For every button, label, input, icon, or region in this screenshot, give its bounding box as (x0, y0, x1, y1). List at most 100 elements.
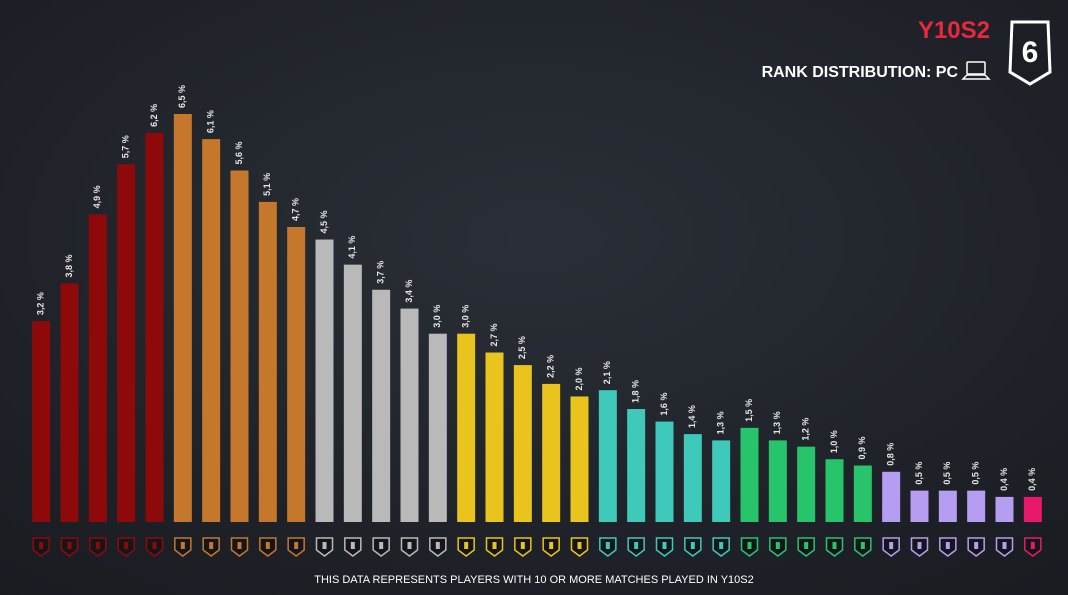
bar (627, 409, 646, 522)
rank-icon-mark (322, 542, 327, 549)
value-label: 2,2 % (546, 355, 556, 378)
bar (570, 396, 589, 522)
bar (230, 170, 249, 522)
rank-icon-mark (974, 542, 979, 549)
rank-icon-mark (435, 542, 440, 549)
bar (372, 289, 391, 522)
bar (712, 440, 731, 522)
value-label: 5,1 % (262, 173, 272, 196)
rank-icon-mark (492, 542, 497, 549)
value-label: 2,0 % (574, 367, 584, 390)
rank-icon-mark (747, 542, 752, 549)
rank-icon-mark (520, 542, 525, 549)
bar (967, 490, 986, 522)
value-label: 2,7 % (489, 324, 499, 347)
value-label: 1,5 % (744, 399, 754, 422)
value-label: 0,8 % (886, 443, 896, 466)
chart-subtitle: RANK DISTRIBUTION: PC (762, 64, 959, 81)
value-label: 3,8 % (64, 254, 74, 277)
bar (853, 465, 872, 522)
bar (173, 114, 192, 522)
value-label: 0,5 % (971, 462, 981, 485)
value-label: 6,5 % (177, 85, 187, 108)
value-label: 0,5 % (914, 462, 924, 485)
rank-icon-mark (294, 542, 299, 549)
rank-icon-mark (775, 542, 780, 549)
bar (32, 321, 51, 522)
bar (202, 139, 221, 522)
bar (60, 283, 79, 522)
bar (343, 264, 362, 522)
bar (598, 390, 617, 522)
bar (768, 440, 787, 522)
rank-icon-mark (634, 542, 639, 549)
bar (117, 164, 136, 522)
value-label: 1,3 % (772, 411, 782, 434)
value-label: 3,7 % (376, 261, 386, 284)
rank-icon-mark (1030, 542, 1035, 549)
rank-icon-mark (690, 542, 695, 549)
value-label: 4,7 % (291, 198, 301, 221)
rank-icon-mark (209, 542, 214, 549)
value-label: 0,9 % (857, 436, 867, 459)
rank-icon-mark (917, 542, 922, 549)
bar (428, 333, 447, 522)
bar (740, 427, 759, 522)
value-label: 1,8 % (631, 380, 641, 403)
logo-shield (1008, 20, 1052, 86)
value-label: 4,5 % (319, 211, 329, 234)
rank-icon-mark (549, 542, 554, 549)
value-label: 3,0 % (432, 305, 442, 328)
rank-icon-mark (605, 542, 610, 549)
bar (258, 201, 277, 522)
rank-icon-mark (860, 542, 865, 549)
rank-icon-mark (67, 542, 72, 549)
rank-icon-mark (350, 542, 355, 549)
bar (825, 459, 844, 522)
footnote: THIS DATA REPRESENTS PLAYERS WITH 10 OR … (314, 574, 754, 586)
value-label: 1,3 % (716, 411, 726, 434)
rank-icon-mark (407, 542, 412, 549)
bar (513, 365, 532, 522)
bar (88, 214, 107, 522)
rank-icon-mark (577, 542, 582, 549)
rank-icon-mark (379, 542, 384, 549)
value-label: 1,0 % (829, 430, 839, 453)
pc-icon (961, 61, 991, 80)
rank-icon-mark (889, 542, 894, 549)
value-label: 3,4 % (404, 280, 414, 303)
bar (797, 446, 816, 522)
value-label: 1,2 % (801, 418, 811, 441)
bar (910, 490, 929, 522)
value-label: 2,5 % (517, 336, 527, 359)
rank-icon-mark (832, 542, 837, 549)
rank-icon-mark (180, 542, 185, 549)
rank-icon-mark (662, 542, 667, 549)
bar (485, 352, 504, 522)
value-label: 3,0 % (461, 305, 471, 328)
value-label: 6,1 % (206, 110, 216, 133)
rank-icon-mark (152, 542, 157, 549)
value-label: 0,5 % (942, 462, 952, 485)
chart-title: Y10S2 (918, 17, 990, 44)
bar (400, 308, 419, 522)
rank-icon-mark (1002, 542, 1007, 549)
logo-number: 6 (1022, 36, 1039, 69)
rank-icon-mark (804, 542, 809, 549)
value-label: 4,1 % (347, 236, 357, 259)
bar (315, 239, 334, 523)
value-label: 0,4 % (999, 468, 1009, 491)
bar (145, 132, 164, 523)
rank-icon-mark (945, 542, 950, 549)
value-label: 0,4 % (1027, 468, 1037, 491)
rank-icon-mark (719, 542, 724, 549)
bar (938, 490, 957, 522)
rank-icon-mark (124, 542, 129, 549)
rank-icon-mark (237, 542, 242, 549)
bar (542, 383, 561, 522)
value-label: 3,2 % (36, 292, 46, 315)
bar (882, 471, 901, 522)
value-label: 4,9 % (92, 185, 102, 208)
rank-icon-mark (95, 542, 100, 549)
